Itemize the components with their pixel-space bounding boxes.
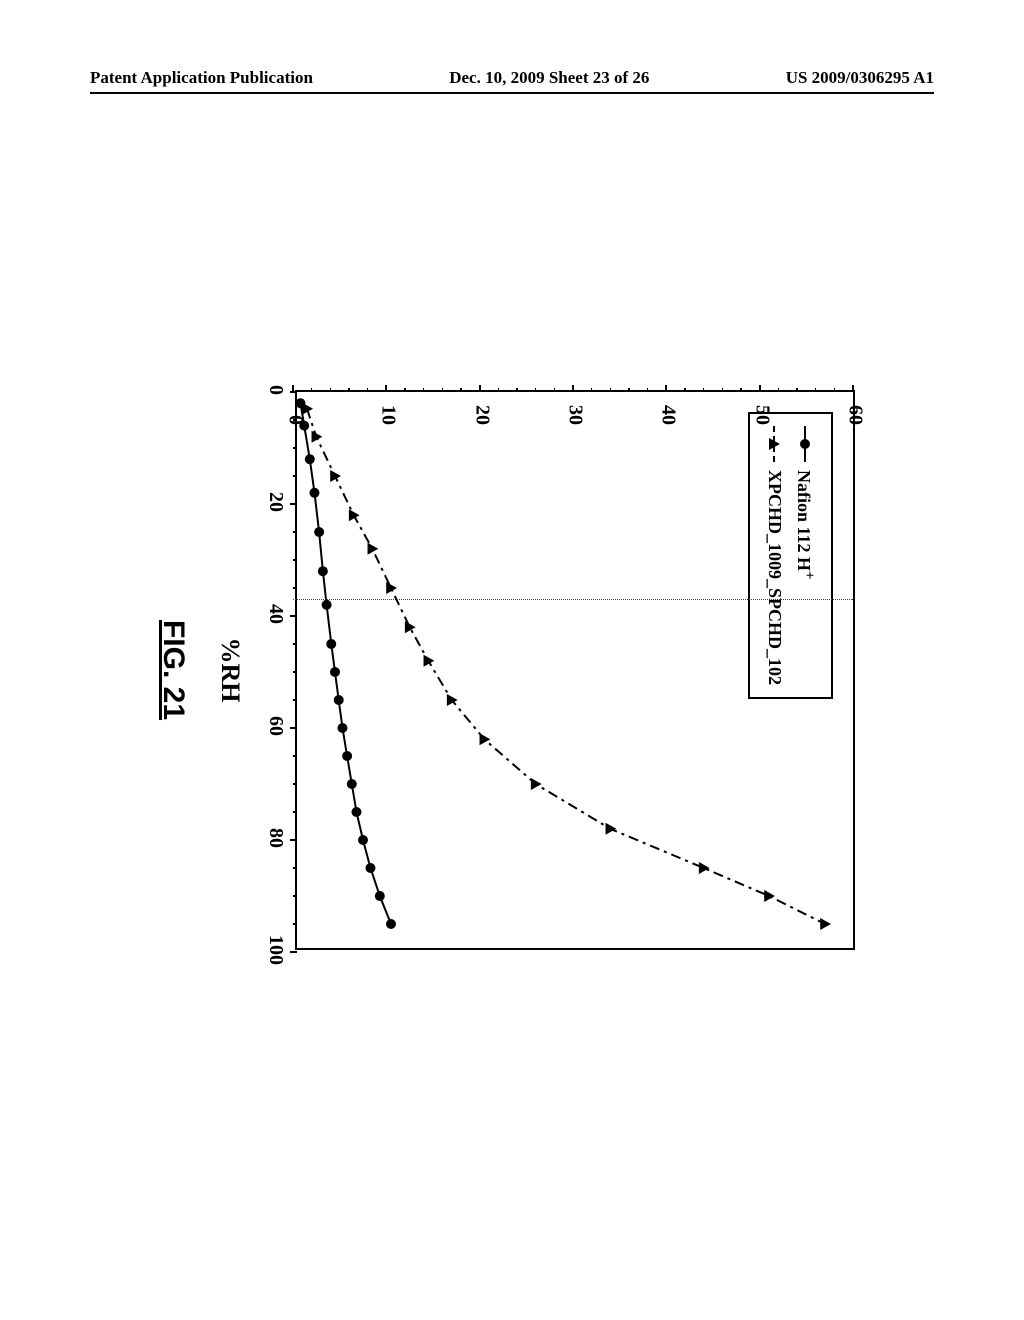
x-tick-label: 80 [264,828,287,848]
y-tick-label: 40 [657,385,680,425]
y-tick-label: 20 [470,385,493,425]
x-tick-label: 100 [264,935,287,965]
x-tick-label: 40 [264,604,287,624]
legend-line-dash [774,426,776,462]
chart: # moles of water/equivalent %RH FIG. 21 … [145,290,885,990]
legend-label: Nafion 112 H+ [793,470,817,580]
legend-line-solid [804,426,806,462]
y-tick-label: 10 [377,385,400,425]
figure-caption: FIG. 21 [156,620,190,720]
legend: Nafion 112 H+ XPCHD_1009_SPCHD_102 [748,412,833,699]
y-tick-label: 50 [750,385,773,425]
x-tick-label: 0 [264,385,287,395]
figure-rotated: # moles of water/equivalent %RH FIG. 21 … [145,290,885,990]
header-right: US 2009/0306295 A1 [786,68,934,88]
legend-item-nafion: Nafion 112 H+ [789,426,821,685]
y-tick-label: 30 [564,385,587,425]
header-left: Patent Application Publication [90,68,313,88]
vertical-guide-line [293,599,853,600]
y-tick-label: 60 [844,385,867,425]
plot-area: Nafion 112 H+ XPCHD_1009_SPCHD_102 [295,390,855,950]
x-tick-label: 60 [264,716,287,736]
legend-label: XPCHD_1009_SPCHD_102 [764,470,785,685]
x-tick-label: 20 [264,492,287,512]
legend-item-xpchd: XPCHD_1009_SPCHD_102 [760,426,789,685]
header-rule [90,92,934,94]
circle-icon [800,439,810,449]
header-middle: Dec. 10, 2009 Sheet 23 of 26 [449,68,649,88]
triangle-icon [769,438,780,450]
x-axis-label: %RH [215,638,245,703]
page-header: Patent Application Publication Dec. 10, … [0,68,1024,88]
